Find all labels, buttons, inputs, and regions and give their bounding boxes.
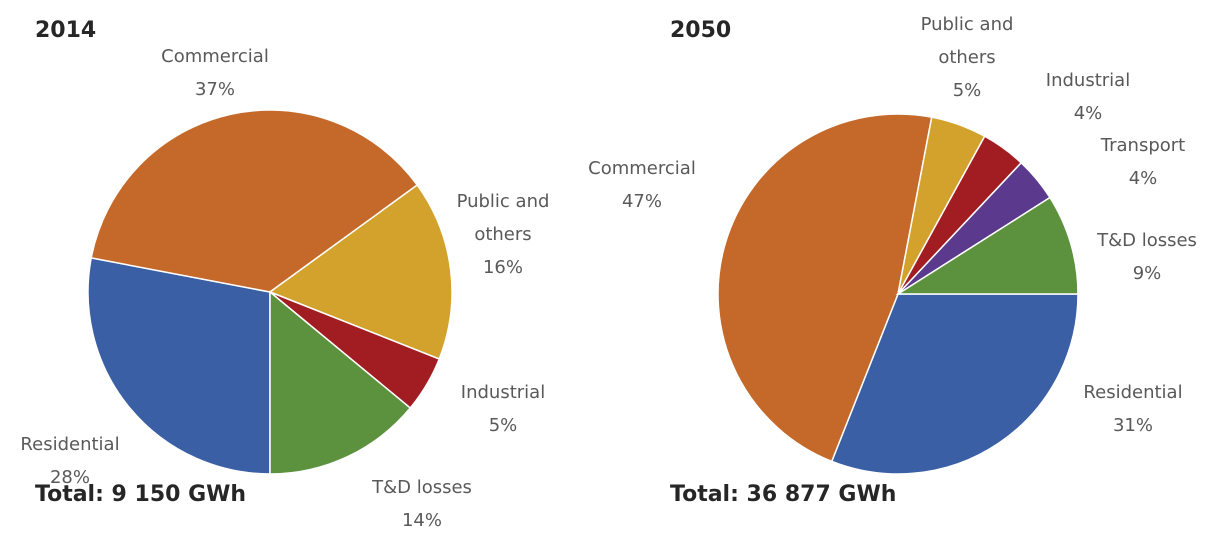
slice-value-label: 5% bbox=[488, 415, 518, 436]
slice-label: Public and others bbox=[920, 14, 1014, 68]
slice-value-label: 14% bbox=[401, 510, 442, 531]
slice-label: Public and others bbox=[456, 191, 550, 245]
slice-value-label: 9% bbox=[1132, 263, 1162, 284]
pie-slice bbox=[895, 196, 1079, 295]
slice-label: Residential bbox=[1083, 382, 1183, 403]
slice-label: T&D losses bbox=[1097, 230, 1197, 251]
slice-label: T&D losses bbox=[372, 477, 472, 498]
chart-total: Total: 36 877 GWh bbox=[670, 482, 897, 507]
slice-value-label: 31% bbox=[1112, 415, 1153, 436]
slice-label: Residential bbox=[20, 434, 120, 455]
slice-value-label: 28% bbox=[49, 467, 90, 488]
slice-label: Commercial bbox=[161, 46, 269, 67]
pie-slice bbox=[268, 183, 453, 360]
chart-title: 2014 bbox=[35, 18, 97, 43]
chart-total: Total: 9 150 GWh bbox=[35, 482, 247, 507]
slice-value-label: 16% bbox=[482, 257, 523, 278]
slice-label: Industrial bbox=[1045, 70, 1131, 91]
pie-slice bbox=[717, 113, 933, 463]
slice-label: Commercial bbox=[588, 158, 696, 179]
slice-value-label: 47% bbox=[621, 191, 662, 212]
pie-slice bbox=[90, 109, 419, 293]
slice-label: Industrial bbox=[460, 382, 546, 403]
slice-value-label: 4% bbox=[1073, 103, 1103, 124]
slice-value-label: 4% bbox=[1128, 168, 1158, 189]
slice-value-label: 37% bbox=[194, 79, 235, 100]
pie-slice bbox=[830, 293, 1079, 475]
slice-label: Transport bbox=[1100, 135, 1186, 156]
pie-slice bbox=[87, 257, 271, 475]
chart-title: 2050 bbox=[670, 18, 732, 43]
slice-value-label: 5% bbox=[952, 80, 982, 101]
pie-slice bbox=[269, 290, 412, 475]
